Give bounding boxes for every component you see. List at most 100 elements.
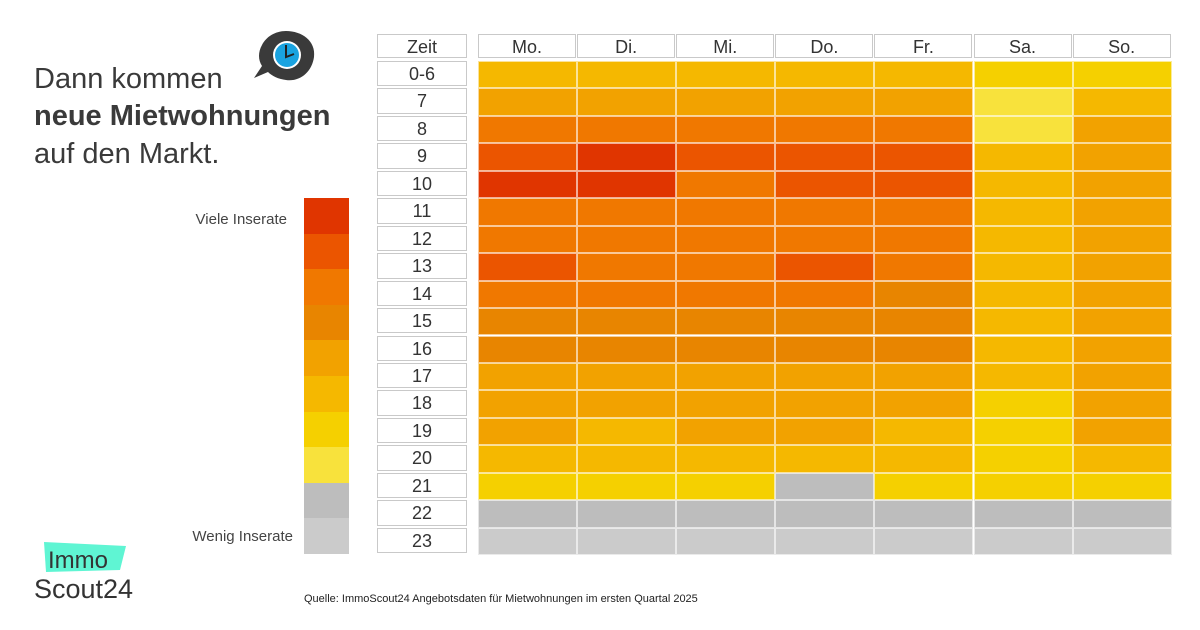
heatmap-cell: [676, 170, 776, 199]
legend-swatch: [304, 233, 349, 270]
row-label: 19: [377, 417, 467, 444]
heatmap-cell: [1072, 88, 1172, 116]
heatmap-cell: [874, 472, 974, 501]
heatmap-cell: [676, 143, 776, 171]
legend-swatch: [304, 447, 349, 483]
heatmap-cell: [775, 445, 875, 473]
heatmap-cell: [973, 143, 1073, 171]
heatmap-cell: [577, 390, 677, 418]
heatmap-cell: [874, 500, 974, 528]
heatmap-cell: [1072, 472, 1172, 501]
heatmap-cell: [676, 88, 776, 116]
heatmap-cell: [973, 500, 1073, 528]
row-label: 15: [377, 308, 467, 334]
heatmap-cell: [478, 417, 578, 446]
heatmap-cell: [478, 170, 578, 199]
heatmap-cell: [874, 170, 974, 199]
heatmap-cell: [874, 61, 974, 89]
row-label: 8: [377, 115, 467, 142]
heatmap-cell: [577, 527, 677, 556]
heatmap-cell: [775, 170, 875, 199]
heatmap-cell: [676, 472, 776, 501]
heatmap-cell: [775, 115, 875, 144]
heatmap-cell: [577, 308, 677, 336]
heatmap-cell: [874, 143, 974, 171]
heatmap-cell: [1072, 335, 1172, 363]
heatmap-cell: [1072, 308, 1172, 336]
row-label: 20: [377, 445, 467, 471]
heatmap-cell: [973, 225, 1073, 254]
heatmap-cell: [874, 417, 974, 446]
heatmap-cell: [577, 335, 677, 363]
heatmap-cell: [577, 143, 677, 171]
heatmap-cell: [676, 417, 776, 446]
heatmap-cell: [1072, 417, 1172, 446]
heatmap-cell: [478, 61, 578, 89]
heatmap-cell: [973, 335, 1073, 363]
heatmap-cell: [874, 198, 974, 226]
column-header: Fr.: [874, 34, 973, 58]
row-label: 0-6: [377, 61, 467, 87]
heatmap-cell: [1072, 225, 1172, 254]
heatmap-cell: [874, 445, 974, 473]
heatmap-cell: [973, 362, 1073, 391]
column-header: Mi.: [676, 34, 775, 58]
heatmap-cell: [973, 170, 1073, 199]
row-header: Zeit: [377, 34, 467, 58]
heatmap-cell: [1072, 61, 1172, 89]
heatmap-cell: [874, 115, 974, 144]
row-label: 16: [377, 335, 467, 361]
column-header: So.: [1072, 34, 1171, 58]
heatmap-cell: [676, 362, 776, 391]
heatmap-cell: [973, 472, 1073, 501]
heatmap-cell: [676, 61, 776, 89]
heatmap-cell: [577, 500, 677, 528]
heatmap-cell: [577, 417, 677, 446]
heatmap-cell: [775, 198, 875, 226]
heatmap-cell: [676, 280, 776, 309]
row-label: 13: [377, 253, 467, 279]
heatmap-cell: [874, 527, 974, 556]
heatmap-cell: [973, 527, 1073, 556]
title-line-1: Dann kommen: [34, 63, 223, 95]
svg-text:Scout24: Scout24: [34, 574, 133, 604]
svg-text:Immo: Immo: [48, 547, 108, 574]
legend-swatch: [304, 304, 349, 341]
heatmap-cell: [676, 527, 776, 556]
heatmap-cell: [973, 308, 1073, 336]
legend-swatch: [304, 482, 349, 519]
heatmap-cell: [973, 61, 1073, 89]
heatmap-cell: [775, 527, 875, 556]
heatmap-cell: [775, 88, 875, 116]
heatmap-cell: [775, 308, 875, 336]
heatmap-cell: [1072, 390, 1172, 418]
heatmap-cell: [775, 61, 875, 89]
row-label: 9: [377, 143, 467, 169]
heatmap-cell: [874, 390, 974, 418]
heatmap-cell: [577, 253, 677, 281]
heatmap-cell: [973, 417, 1073, 446]
heatmap-cell: [775, 143, 875, 171]
heatmap-cell: [973, 88, 1073, 116]
legend-high-label: Viele Inserate: [195, 211, 287, 228]
heatmap-cell: [676, 253, 776, 281]
heatmap-cell: [775, 500, 875, 528]
heatmap-cell: [1072, 280, 1172, 309]
heatmap-cell: [775, 390, 875, 418]
legend-swatch: [304, 375, 349, 412]
heatmap-cell: [478, 500, 578, 528]
heatmap-cell: [676, 308, 776, 336]
heatmap-cell: [577, 115, 677, 144]
heatmap-cell: [577, 198, 677, 226]
legend-swatch: [304, 198, 349, 234]
heatmap-cell: [874, 88, 974, 116]
heatmap-cell: [676, 115, 776, 144]
heatmap-cell: [874, 280, 974, 309]
heatmap-cell: [874, 335, 974, 363]
heatmap-cell: [676, 198, 776, 226]
heatmap-cell: [577, 280, 677, 309]
heatmap-cell: [478, 115, 578, 144]
heatmap-cell: [1072, 253, 1172, 281]
heatmap-cell: [1072, 445, 1172, 473]
